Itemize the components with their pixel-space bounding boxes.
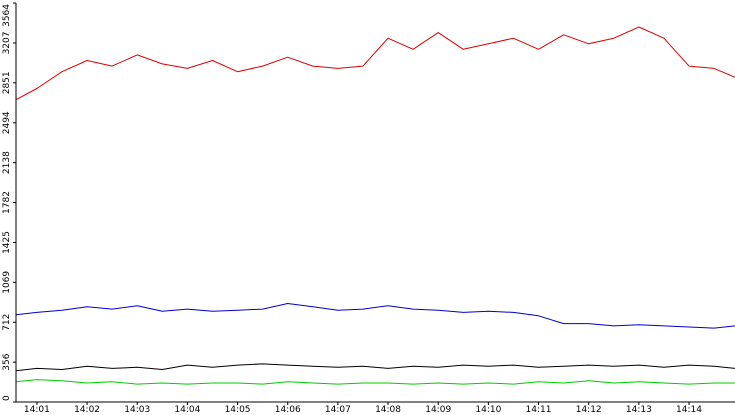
y-tick-label: 2138 — [2, 151, 12, 174]
y-tick-label: 2851 — [2, 71, 12, 94]
y-tick-label: 2494 — [2, 111, 12, 134]
x-tick-label: 14:14 — [676, 405, 702, 415]
y-tick-label: 712 — [2, 314, 12, 331]
series-layer — [15, 26, 735, 385]
series-line-3 — [15, 363, 735, 372]
y-tick-label: 356 — [2, 353, 12, 370]
x-tick-label: 14:03 — [124, 405, 150, 415]
x-tick-label: 14:05 — [225, 405, 251, 415]
x-tick-label: 14:02 — [74, 405, 100, 415]
x-tick-label: 14:09 — [425, 405, 451, 415]
x-tick-label: 14:13 — [626, 405, 652, 415]
series-line-4 — [15, 379, 735, 385]
x-tick-label: 14:06 — [275, 405, 301, 415]
y-tick-label: 1425 — [2, 231, 12, 254]
x-tick-label: 14:01 — [24, 405, 50, 415]
x-axis-ticks: 14:01 14:02 14:03 14:04 14:05 14:06 14:07 14:08… — [24, 402, 702, 415]
y-tick-label: 1782 — [2, 191, 12, 214]
series-line-1 — [15, 26, 735, 101]
x-tick-label: 14:10 — [475, 405, 501, 415]
x-tick-label: 14:04 — [174, 405, 200, 415]
y-tick-label: 0 — [2, 395, 12, 401]
y-tick-label: 3564 — [2, 4, 12, 27]
series-line-2 — [15, 303, 735, 329]
y-tick-label: 3207 — [2, 32, 12, 55]
y-tick-label: 1069 — [2, 271, 12, 294]
y-axis-ticks: 0 356 712 1069 1425 1782 2138 2494 2851 3207 3564 — [2, 2, 16, 403]
x-tick-label: 14:11 — [526, 405, 552, 415]
axes — [15, 3, 735, 403]
x-tick-label: 14:12 — [576, 405, 602, 415]
x-tick-label: 14:08 — [375, 405, 401, 415]
x-tick-label: 14:07 — [325, 405, 351, 415]
